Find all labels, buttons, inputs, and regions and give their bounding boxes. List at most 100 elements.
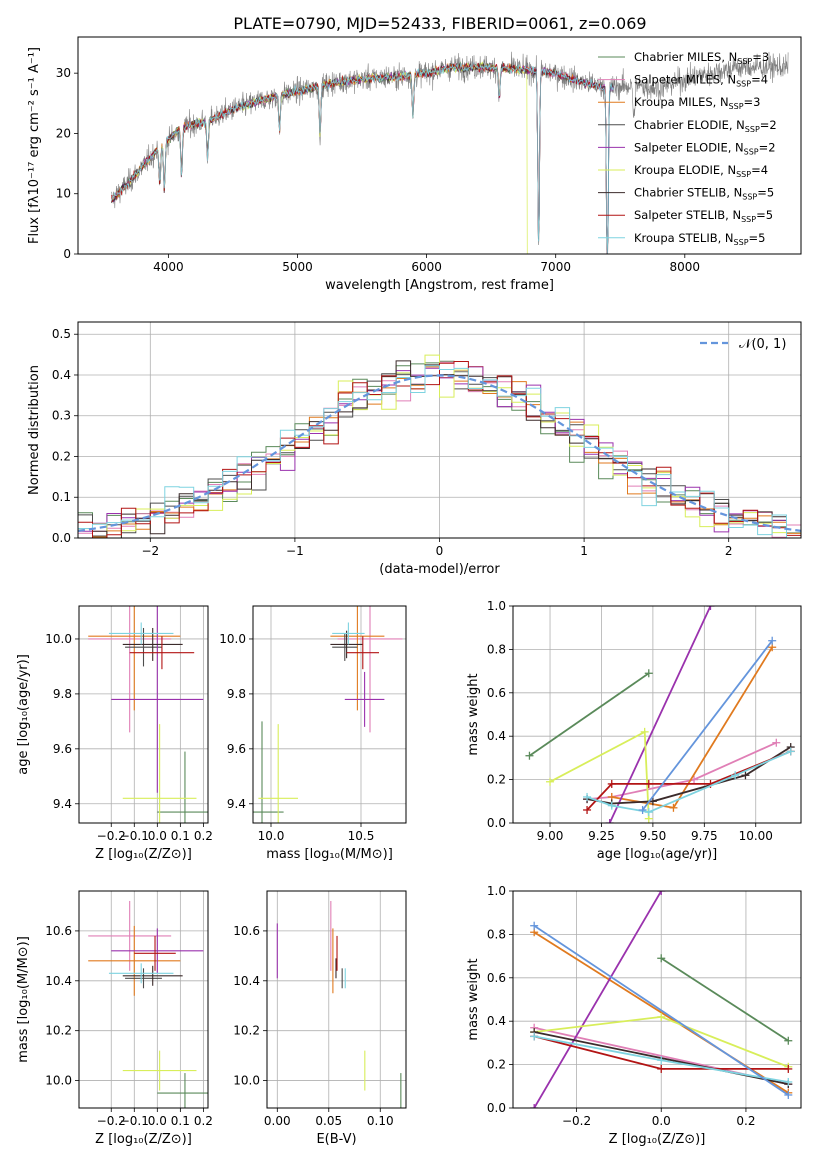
normal-curve xyxy=(78,374,801,532)
y-tick-label: 10 xyxy=(56,187,71,201)
legend-entry: Chabrier STELIB, NSSP=5 xyxy=(634,186,774,202)
x-tick-label: −0.2 xyxy=(97,1114,126,1128)
axes: 9.00 9.25 9.50 9.75 10.00 0.0 0.2 0.4 0.6 0.8 1.0 a… xyxy=(466,599,802,862)
errorbar-point xyxy=(125,627,162,667)
y-tick-label: 30 xyxy=(56,66,71,80)
plot-area xyxy=(530,891,793,1108)
x-tick-label: 0.1 xyxy=(171,1114,190,1128)
plus-marker xyxy=(657,954,666,963)
errorbar-point xyxy=(122,965,183,986)
x-tick-label: 9.25 xyxy=(588,829,615,843)
errorbar-point xyxy=(111,606,204,793)
panel-weight_vs_Z: −0.2 0.0 0.2 0.0 0.2 0.4 0.6 0.8 1.0 Z [log₁₀(Z/Z… xyxy=(466,884,802,1147)
legend-subscript: SSP xyxy=(729,102,744,111)
y-tick-label: 0.8 xyxy=(487,927,506,941)
plus-marker xyxy=(644,779,653,788)
x-tick-label: 9.00 xyxy=(537,829,564,843)
plot-area xyxy=(111,51,789,254)
plus-marker xyxy=(583,792,592,801)
x-axis-label: mass [log₁₀(M/M⊙)] xyxy=(266,847,393,862)
x-tick-label: 10.00 xyxy=(739,829,773,843)
x-tick-label: 0.05 xyxy=(315,1114,342,1128)
panel-age_vs_mass: 10.0 10.5 9.4 9.6 9.8 10.0 mass [log₁₀(M/M⊙)] xyxy=(219,605,407,862)
panel-residuals: −2 −1 0 1 2 0.0 0.1 0.2 0.3 0.4 0.5 (data-model)/er… xyxy=(27,321,802,577)
y-tick-label: 0.4 xyxy=(487,1014,506,1028)
plus-marker xyxy=(525,751,534,760)
plus-marker xyxy=(706,606,715,610)
x-tick-label: −0.2 xyxy=(97,829,126,843)
weight-series xyxy=(533,891,662,1108)
x-tick-label: 0.2 xyxy=(194,829,213,843)
plus-marker xyxy=(657,1064,666,1073)
panel-mass_vs_EBV: 0.00 0.05 0.10 10.0 10.2 10.4 10.6 E(B-V) xyxy=(233,890,407,1147)
model-spectrum xyxy=(111,61,528,254)
errorbar-point xyxy=(108,622,174,645)
weight-series xyxy=(549,730,650,819)
x-tick-label: 10.0 xyxy=(258,829,285,843)
plot-area xyxy=(88,900,208,1108)
axes-frame xyxy=(78,890,209,1109)
y-tick-label: 1.0 xyxy=(487,884,506,898)
plus-marker xyxy=(546,777,555,786)
legend-entry: Chabrier MILES, NSSP=3 xyxy=(634,50,769,66)
y-tick-label: 0.0 xyxy=(487,1101,506,1115)
errorbar-point xyxy=(122,1050,197,1091)
errorbar-point xyxy=(253,721,284,823)
legend-entry: Salpeter MILES, NSSP=4 xyxy=(634,73,768,89)
x-tick-label: 9.75 xyxy=(691,829,718,843)
legend-nssp: =4 xyxy=(751,73,768,87)
y-tick-label: 0 xyxy=(63,247,71,261)
y-tick-label: 10.6 xyxy=(45,924,72,938)
x-tick-label: 9.50 xyxy=(640,829,667,843)
panel-spectrum: 4000 5000 6000 7000 8000 0 10 20 30 wavelength [A… xyxy=(27,36,802,293)
plus-marker xyxy=(644,808,653,817)
plus-marker xyxy=(530,1104,539,1108)
x-axis-label: Z [log₁₀(Z/Z⊙)] xyxy=(609,1132,706,1147)
legend-subscript: SSP xyxy=(736,80,751,89)
residual-histogram xyxy=(78,361,801,538)
y-tick-label: 0.1 xyxy=(52,490,71,504)
y-tick-label: 0.6 xyxy=(487,686,506,700)
legend-nssp: =2 xyxy=(760,118,777,132)
errorbar-point xyxy=(330,606,385,711)
y-tick-label: 9.4 xyxy=(53,797,72,811)
y-tick-label: 0.2 xyxy=(487,773,506,787)
axes: −0.2−0.10.0 0.1 0.2 9.4 9.6 9.8 10.0 Z [log₁₀(Z… xyxy=(16,605,213,862)
x-tick-label: 0.2 xyxy=(736,1114,755,1128)
legend-entry: Chabrier ELODIE, NSSP=2 xyxy=(634,118,777,134)
x-tick-label: 4000 xyxy=(153,260,184,274)
plus-marker xyxy=(638,805,647,814)
x-axis-label: age [log₁₀(age/yr)] xyxy=(597,847,718,862)
axes: 0.00 0.05 0.10 10.0 10.2 10.4 10.6 E(B-V) xyxy=(233,890,407,1147)
errorbar-point xyxy=(344,671,385,727)
plus-marker xyxy=(607,779,616,788)
errorbar-point xyxy=(157,751,208,823)
y-tick-label: 0.2 xyxy=(487,1058,506,1072)
grid xyxy=(267,891,406,1108)
legend-nssp: =2 xyxy=(759,140,776,154)
plus-marker xyxy=(772,738,781,747)
legend-nssp: =5 xyxy=(756,208,773,222)
x-axis-label: wavelength [Angstrom, rest frame] xyxy=(325,278,554,293)
x-tick-label: 0.0 xyxy=(652,1114,671,1128)
legend-subscript: SSP xyxy=(742,193,757,202)
x-tick-label: 2 xyxy=(725,544,733,558)
plus-marker xyxy=(607,801,616,810)
y-axis-label: mass weight xyxy=(466,958,481,1040)
legend-model-name: Salpeter MILES, N xyxy=(634,73,736,87)
axes: −0.2 0.0 0.2 0.0 0.2 0.4 0.6 0.8 1.0 Z [log₁₀(Z/Z… xyxy=(466,884,802,1147)
legend-nssp: =3 xyxy=(744,95,761,109)
axes: −0.2−0.10.0 0.1 0.2 10.0 10.2 10.4 10.6 Z [log₁… xyxy=(16,890,213,1147)
legend-entry: 𝒩(0, 1) xyxy=(739,337,786,352)
plus-marker xyxy=(731,771,740,780)
y-axis-label: age [log₁₀(age/yr)] xyxy=(16,654,31,775)
x-axis-label: (data-model)/error xyxy=(379,562,500,577)
plus-marker xyxy=(669,803,678,812)
weight-series-blue xyxy=(641,640,773,811)
legend-model-name: Salpeter ELODIE, N xyxy=(634,140,744,154)
legend-entry: Kroupa STELIB, NSSP=5 xyxy=(634,231,765,247)
legend-model-name: Chabrier ELODIE, N xyxy=(634,118,745,132)
x-tick-label: 0.2 xyxy=(194,1114,213,1128)
y-axis-label: mass [log₁₀(M/M⊙)] xyxy=(16,936,31,1063)
